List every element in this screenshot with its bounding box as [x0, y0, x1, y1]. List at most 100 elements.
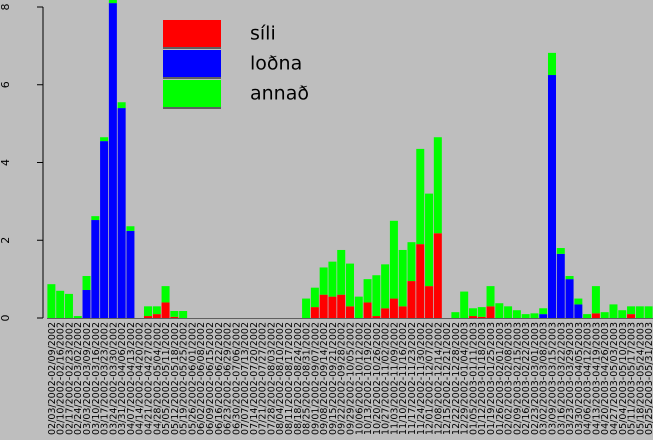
bar-segment: [565, 276, 574, 280]
x-tick-label: 05/26/2002-06/01/2002: [187, 322, 198, 435]
x-tick-label: 04/06/2003-04/12/2003: [583, 322, 594, 435]
bar-segment: [152, 306, 161, 315]
x-tick-label: 03/17/2002-03/23/2002: [100, 322, 111, 435]
bar-segment: [548, 52, 556, 76]
bar-segment: [407, 242, 416, 282]
bar-segment: [108, 3, 117, 319]
x-tick-label: 04/14/2002-04/20/2002: [135, 322, 146, 435]
x-tick-label: 04/07/2002-04/13/2002: [126, 322, 137, 435]
bar-segment: [425, 193, 434, 287]
x-tick-label: 08/25/2002-08/31/2002: [302, 322, 313, 435]
bar-segment: [433, 233, 442, 318]
bar-segment: [337, 294, 346, 318]
bar-segment: [170, 316, 179, 318]
x-tick-label: 03/03/2002-03/09/2002: [82, 322, 93, 435]
x-tick-label: 12/08/2002-12/14/2002: [433, 322, 444, 435]
bar-segment: [170, 311, 179, 317]
x-tick-label: 09/15/2002-09/21/2002: [328, 322, 339, 435]
x-tick-label: 06/16/2002-06/22/2002: [214, 322, 225, 435]
bar-segment: [82, 290, 91, 318]
bar-segment: [627, 306, 636, 315]
x-tick-label: 10/06/2002-10/12/2002: [354, 322, 365, 435]
bar-segment: [64, 293, 73, 318]
bar-segment: [504, 306, 513, 318]
x-tick-label: 02/03/2002-02/09/2002: [47, 322, 58, 435]
bar-segment: [310, 307, 319, 318]
bar-segment: [398, 249, 407, 307]
x-tick-label: 02/24/2002-03/02/2002: [73, 322, 84, 435]
x-tick-label: 08/11/2002-08/17/2002: [284, 322, 295, 435]
x-tick-label: 03/30/2003-04/05/2003: [574, 322, 585, 435]
x-tick-label: 03/24/2002-03/30/2002: [108, 322, 119, 435]
x-tick-label: 11/24/2002-11/30/2002: [416, 322, 427, 435]
x-tick-label: 04/21/2002-04/27/2002: [144, 322, 155, 435]
bar-segment: [100, 141, 109, 318]
bar-segment: [319, 294, 328, 318]
bar-segment: [591, 286, 600, 314]
x-tick-label: 03/16/2003-03/22/2003: [556, 322, 567, 435]
x-tick-label: 09/29/2002-10/05/2002: [346, 322, 357, 435]
bar-segment: [539, 314, 548, 318]
y-tick-label: 0: [0, 315, 12, 322]
bar-segment: [600, 312, 609, 318]
bar-segment: [346, 306, 354, 318]
bar-segment: [337, 249, 346, 295]
bar-segment: [179, 311, 188, 318]
bar-segment: [433, 137, 442, 234]
bar-segment: [425, 286, 434, 318]
x-tick-label: 01/12/2003-01/18/2003: [477, 322, 488, 435]
x-tick-label: 02/02/2003-02/08/2003: [504, 322, 515, 435]
x-tick-label: 11/10/2002-11/16/2002: [398, 322, 409, 435]
bar-segment: [486, 306, 495, 318]
bar-segment: [381, 308, 390, 318]
bar-segment: [372, 275, 381, 317]
bar-segment: [477, 316, 486, 318]
x-tick-label: 05/18/2003-05/24/2003: [635, 322, 646, 435]
bar-segment: [521, 314, 530, 318]
bar-segment: [328, 261, 337, 297]
bar-segment: [539, 308, 548, 315]
bar-segment: [47, 284, 56, 318]
x-tick-label: 04/13/2003-04/19/2003: [591, 322, 602, 435]
x-tick-label: 05/25/2003-05/31/2003: [644, 322, 653, 435]
bar-segment: [416, 244, 425, 318]
bar-segment: [618, 310, 627, 318]
x-tick-label: 03/23/2003-03/29/2003: [565, 322, 576, 435]
x-tick-label: 10/27/2002-11/02/2002: [381, 322, 392, 435]
x-tick-label: 05/12/2002-05/18/2002: [170, 322, 181, 435]
y-tick-label: 8: [0, 3, 12, 10]
bar-segment: [82, 276, 91, 291]
x-tick-label: 05/05/2002-05/11/2002: [161, 322, 172, 435]
y-tick-label: 6: [0, 81, 12, 88]
bar-segment: [328, 296, 337, 318]
bar-segment: [161, 286, 170, 303]
x-tick-label: 03/09/2003-03/15/2003: [548, 322, 559, 435]
bar-segment: [591, 313, 600, 318]
bar-segment: [126, 226, 135, 231]
x-tick-label: 07/28/2002-08/03/2002: [266, 322, 277, 435]
x-tick-label: 09/08/2002-09/14/2002: [319, 322, 330, 435]
x-tick-label: 05/04/2003-05/10/2003: [618, 322, 629, 435]
bar-segment: [530, 313, 539, 318]
x-tick-label: 10/13/2002-10/19/2002: [363, 322, 374, 435]
bar-segment: [644, 306, 653, 318]
x-tick-label: 02/16/2003-02/22/2003: [521, 322, 532, 435]
bar-segment: [381, 264, 390, 309]
x-tick-label: 04/20/2003-04/26/2003: [600, 322, 611, 435]
x-tick-label: 11/17/2002-11/23/2002: [407, 322, 418, 435]
bar-segment: [56, 290, 65, 318]
x-tick-label: 06/30/2002-07/06/2002: [231, 322, 242, 435]
x-tick-label: 02/23/2003-03/01/2003: [530, 322, 541, 435]
bar-segment: [468, 316, 477, 318]
bar-segment: [372, 316, 381, 318]
bar-segment: [635, 306, 644, 318]
bar-segment: [548, 75, 556, 318]
x-tick-label: 06/23/2002-06/29/2002: [223, 322, 234, 435]
bar-segment: [346, 263, 354, 307]
x-tick-label: 12/01/2002-12/07/2002: [425, 322, 436, 435]
bar-segment: [144, 316, 152, 318]
bar-segment: [108, 0, 117, 4]
bar-segment: [486, 286, 495, 307]
legend-label: síli: [250, 23, 276, 45]
x-tick-label: 03/10/2002-03/16/2002: [91, 322, 102, 435]
